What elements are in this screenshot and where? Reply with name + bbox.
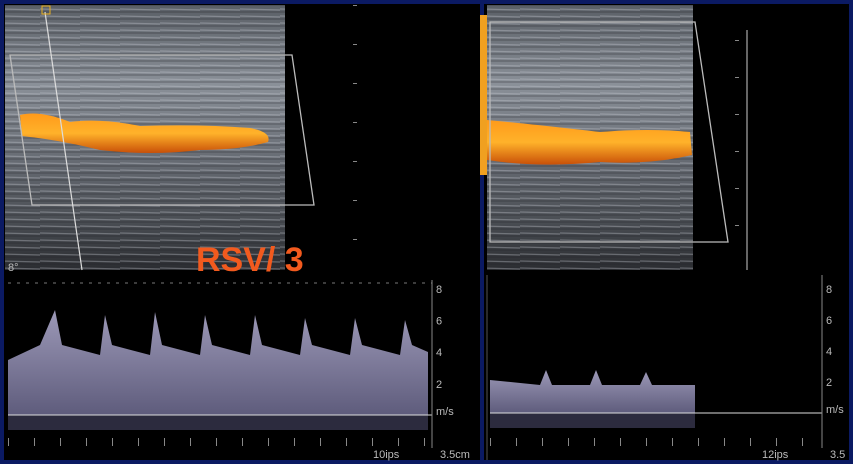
scale-label: 6 <box>826 315 832 327</box>
overlay-label: RSV/ 3 <box>196 241 304 279</box>
sweep-label: 10ips <box>373 449 400 461</box>
spectrum-baseline-band <box>490 413 695 428</box>
color-bar <box>480 15 487 175</box>
scale-label: 4 <box>826 346 832 358</box>
scale-label: 6 <box>436 316 442 328</box>
angle-label: 8° <box>8 262 19 274</box>
scale-label: 2 <box>826 377 832 389</box>
unit-label: m/s <box>826 404 844 416</box>
scale-label: 4 <box>436 347 442 359</box>
ultrasound-image: RSV/ 3 8° m/s 10ips 3.5cm m/s 12ips 3.5 … <box>0 0 853 464</box>
scale-label: 8 <box>826 284 832 296</box>
ultrasound-screen: RSV/ 3 8° m/s 10ips 3.5cm m/s 12ips 3.5 … <box>0 0 853 464</box>
sweep-label: 12ips <box>762 449 789 461</box>
depth-label: 3.5 <box>830 449 845 461</box>
depth-label: 3.5cm <box>440 449 470 461</box>
spectrum-baseline-band <box>8 415 428 430</box>
unit-label: m/s <box>436 406 454 418</box>
scale-label: 2 <box>436 379 442 391</box>
scale-label: 8 <box>436 284 442 296</box>
